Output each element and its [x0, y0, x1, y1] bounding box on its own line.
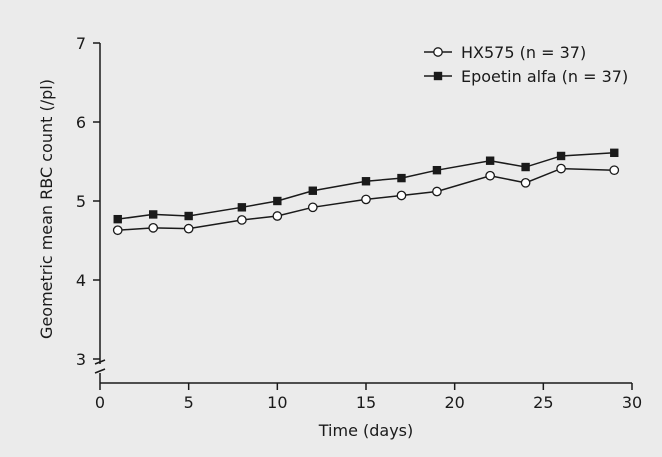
data-point — [520, 177, 531, 188]
data-point — [485, 156, 495, 165]
y-axis-title: Geometric mean RBC count (/pl) — [37, 79, 56, 339]
x-tick-label: 10 — [267, 393, 287, 412]
y-axis-break-mark — [94, 359, 106, 365]
y-tick-label: 4 — [76, 271, 86, 290]
data-point — [432, 165, 442, 175]
data-point — [149, 210, 158, 219]
data-point — [610, 148, 619, 158]
series-line — [117, 152, 615, 220]
data-point — [183, 223, 194, 234]
data-point — [397, 173, 406, 183]
series-1 — [113, 148, 619, 224]
data-point — [307, 202, 318, 213]
data-point — [521, 162, 530, 172]
data-point — [556, 163, 566, 174]
x-tick-label: 20 — [444, 393, 464, 412]
x-tick-label: 15 — [356, 393, 376, 412]
data-point — [361, 194, 371, 205]
legend-marker — [433, 71, 443, 81]
data-point — [273, 196, 282, 206]
legend: HX575 (n = 37) Epoetin alfa (n = 37) — [424, 43, 628, 86]
x-tick-label: 0 — [95, 393, 105, 412]
axes: 3 4 5 6 7 0 5 10 15 20 25 30 — [76, 34, 642, 412]
y-tick-label: 6 — [76, 113, 86, 132]
y-axis-break-mark — [94, 368, 106, 374]
data-point — [308, 186, 317, 195]
data-point — [237, 215, 247, 225]
data-point — [113, 214, 122, 224]
x-tick-label: 5 — [184, 393, 194, 412]
data-point — [148, 223, 159, 233]
x-tick-label: 30 — [622, 393, 642, 412]
y-tick-label: 7 — [76, 34, 86, 53]
series-0 — [112, 163, 620, 236]
legend-label: HX575 (n = 37) — [461, 43, 586, 62]
data-point — [609, 165, 620, 176]
legend-marker — [433, 47, 443, 57]
y-tick-label: 3 — [76, 350, 86, 369]
data-point — [272, 211, 283, 221]
data-point — [485, 170, 495, 181]
legend-label: Epoetin alfa (n = 37) — [461, 67, 628, 86]
legend-item: Epoetin alfa (n = 37) — [424, 67, 628, 86]
data-point — [112, 225, 123, 236]
data-point — [361, 177, 371, 186]
data-point — [556, 151, 566, 161]
data-point — [432, 186, 442, 197]
x-axis-title: Time (days) — [318, 421, 414, 440]
data-point — [396, 190, 407, 201]
y-tick-label: 5 — [76, 192, 86, 211]
series-layer — [112, 148, 620, 236]
x-tick-label: 25 — [533, 393, 553, 412]
data-point — [237, 203, 247, 212]
data-point — [184, 211, 193, 221]
legend-item: HX575 (n = 37) — [424, 43, 586, 62]
